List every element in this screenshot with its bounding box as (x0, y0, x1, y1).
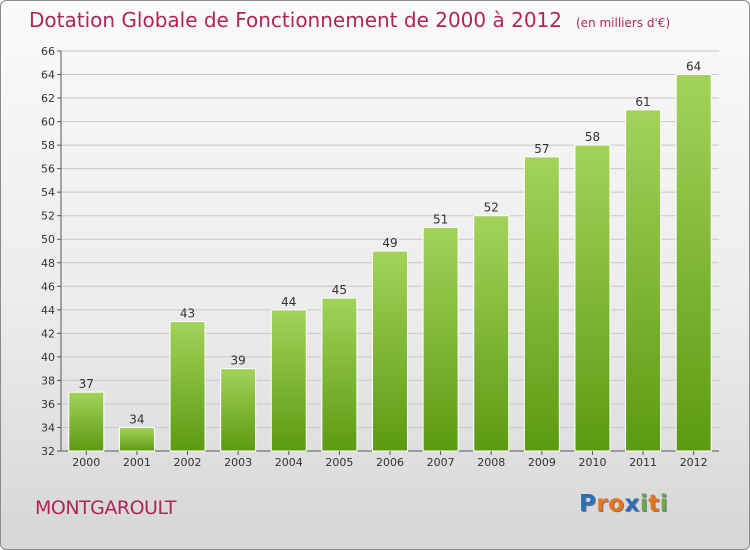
logo-letter: o (608, 491, 625, 517)
y-tick-label: 40 (41, 351, 55, 364)
y-tick-label: 44 (41, 304, 55, 317)
y-tick-label: 52 (41, 210, 55, 223)
y-tick-label: 48 (41, 257, 55, 270)
bar (625, 109, 662, 452)
bar (422, 226, 459, 452)
bar (523, 156, 560, 452)
logo-letter: i (659, 491, 669, 517)
proxiti-logo: Proxiti (579, 491, 668, 517)
x-tick-label: 2009 (528, 456, 556, 469)
bar-value-label: 58 (585, 130, 600, 144)
bar (473, 215, 510, 452)
bar-value-label: 37 (79, 377, 94, 391)
bar (169, 321, 206, 452)
x-tick-label: 2005 (325, 456, 353, 469)
y-tick-label: 50 (41, 233, 55, 246)
x-tick-label: 2000 (72, 456, 100, 469)
bar-value-label: 43 (180, 307, 195, 321)
x-tick-label: 2007 (427, 456, 455, 469)
y-tick-label: 38 (41, 374, 55, 387)
chart-title: Dotation Globale de Fonctionnement de 20… (29, 8, 670, 32)
y-tick-label: 64 (41, 69, 55, 82)
bar-value-label: 64 (686, 60, 701, 74)
bar (270, 309, 307, 452)
x-tick-label: 2011 (629, 456, 657, 469)
y-tick-label: 56 (41, 163, 55, 176)
bar-value-label: 51 (433, 212, 448, 226)
y-tick-label: 66 (41, 45, 55, 58)
x-tick-label: 2006 (376, 456, 404, 469)
bar-value-label: 39 (231, 354, 246, 368)
x-tick-label: 2004 (275, 456, 303, 469)
bar-value-label: 45 (332, 283, 347, 297)
y-tick-label: 54 (41, 186, 55, 199)
y-tick-label: 32 (41, 445, 55, 458)
x-tick-label: 2002 (174, 456, 202, 469)
bar (220, 368, 257, 452)
commune-name: MONTGAROULT (35, 497, 177, 519)
bar (574, 144, 611, 452)
bar-value-label: 57 (534, 142, 549, 156)
chart-subtitle: (en milliers d'€) (576, 16, 671, 30)
bar (372, 250, 408, 452)
y-tick-label: 58 (41, 139, 55, 152)
y-tick-label: 34 (41, 421, 55, 434)
logo-letter: x (624, 491, 640, 517)
bar (321, 297, 358, 452)
y-tick-label: 60 (41, 116, 55, 129)
bar (68, 391, 105, 452)
bar-value-label: 49 (382, 236, 397, 250)
bar-value-label: 52 (484, 201, 499, 215)
y-tick-label: 36 (41, 398, 55, 411)
logo-letter: t (648, 491, 660, 517)
y-tick-label: 62 (41, 92, 55, 105)
x-tick-label: 2012 (680, 456, 708, 469)
bar (675, 74, 712, 452)
x-tick-label: 2008 (477, 456, 505, 469)
y-tick-label: 46 (41, 280, 55, 293)
x-tick-label: 2010 (578, 456, 606, 469)
x-tick-label: 2003 (224, 456, 252, 469)
logo-letter: i (639, 491, 649, 517)
x-tick-label: 2001 (123, 456, 151, 469)
bar-value-label: 34 (129, 412, 144, 426)
bar (118, 426, 155, 452)
chart-title-text: Dotation Globale de Fonctionnement de 20… (29, 8, 562, 32)
logo-letter: P (579, 491, 597, 517)
logo-letter: r (596, 491, 609, 517)
bar-value-label: 44 (281, 295, 296, 309)
bar-value-label: 61 (635, 95, 650, 109)
y-tick-label: 42 (41, 327, 55, 340)
